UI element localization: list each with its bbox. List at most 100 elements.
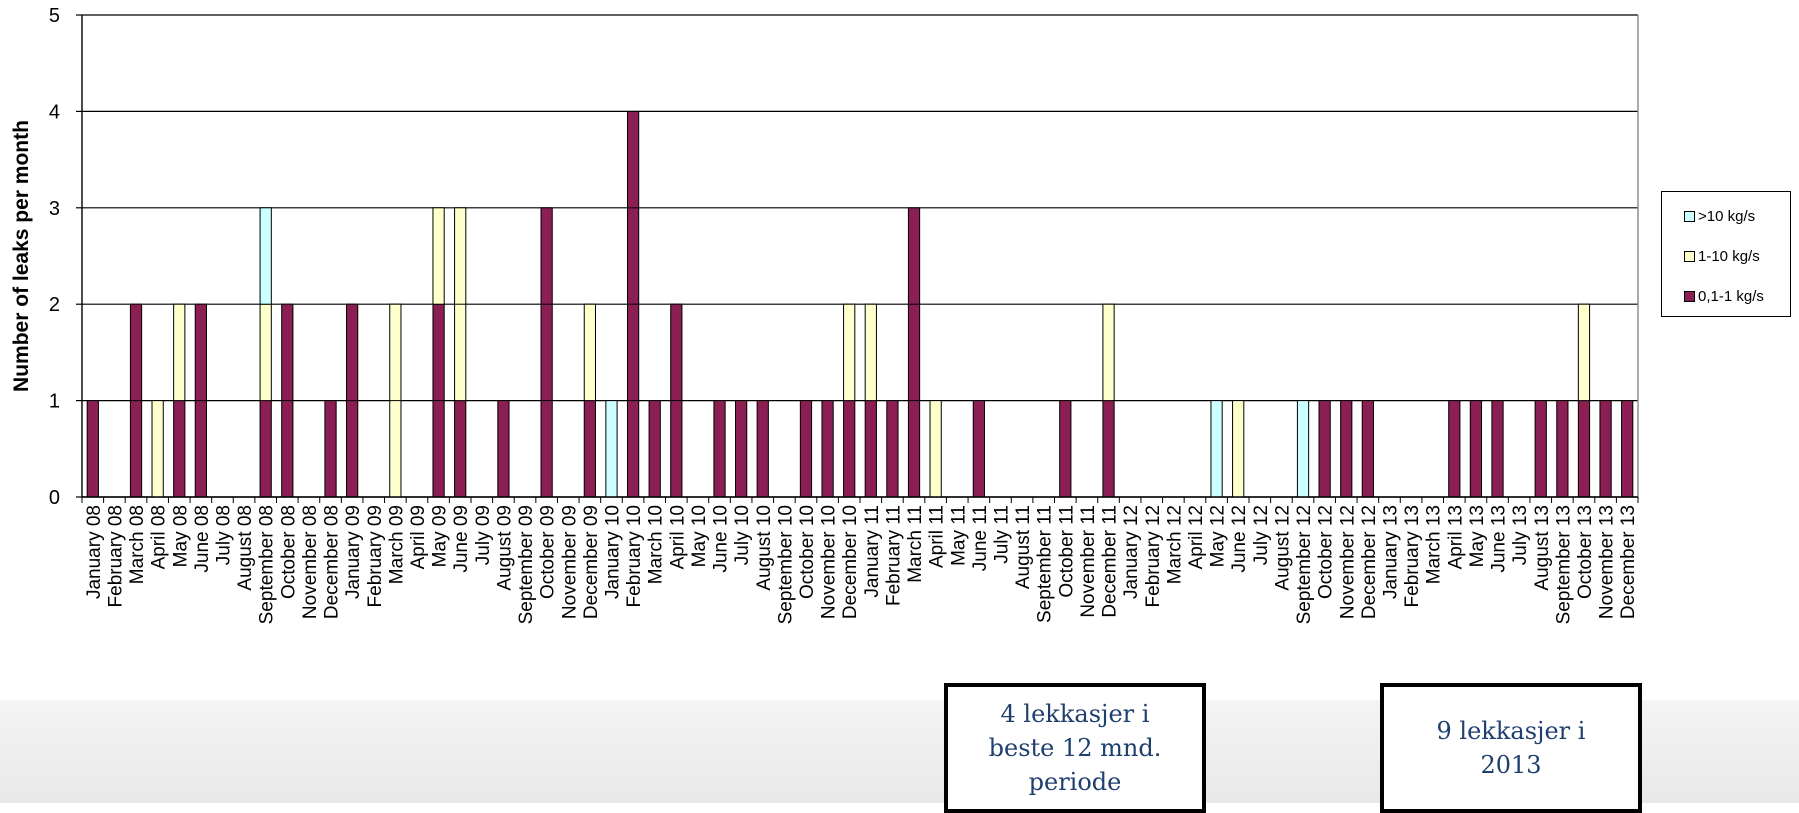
x-tick-label: June 09 bbox=[451, 505, 472, 573]
bar-segment-low bbox=[1059, 400, 1072, 498]
legend-swatch-0-1 bbox=[1684, 290, 1695, 302]
bar-segment-high bbox=[259, 207, 272, 305]
bar-segment-low bbox=[972, 400, 985, 498]
x-tick-label: January 08 bbox=[84, 505, 105, 599]
x-tick-label: May 11 bbox=[948, 505, 969, 566]
x-tick-label: January 13 bbox=[1380, 505, 1401, 599]
x-tick-label: June 11 bbox=[970, 505, 991, 571]
bars bbox=[86, 110, 1634, 498]
bar-segment-low bbox=[843, 400, 856, 498]
callout-2013: 9 lekkasjer i 2013 bbox=[1380, 683, 1642, 813]
x-tick-labels: January 08 February 08 March 08 April 08 May… bbox=[84, 505, 1639, 624]
x-tick-label: December 12 bbox=[1359, 505, 1380, 619]
x-tick-label: February 10 bbox=[624, 505, 645, 607]
x-tick-label: July 13 bbox=[1510, 505, 1531, 565]
x-tick-label: November 10 bbox=[819, 505, 840, 619]
x-tick-label: September 13 bbox=[1553, 505, 1574, 624]
x-tick-label: July 10 bbox=[732, 505, 753, 565]
bar-segment-low bbox=[799, 400, 813, 498]
bar-segment-low bbox=[583, 400, 596, 498]
x-tick-label: November 11 bbox=[1078, 505, 1099, 618]
legend-label-gt10: >10 kg/s bbox=[1698, 207, 1756, 225]
bar-segment-low bbox=[1599, 400, 1612, 498]
x-tick-label: April 12 bbox=[1186, 505, 1207, 569]
x-tick-label: December 11 bbox=[1100, 505, 1121, 618]
bar-segment-high bbox=[1210, 400, 1223, 498]
bar-segment-mid bbox=[151, 400, 164, 498]
bar-segment-low bbox=[1556, 400, 1569, 498]
legend-item-0-1: 0,1-1 kg/s bbox=[1684, 286, 1790, 306]
bar-segment-mid bbox=[864, 303, 877, 402]
x-tick-label: August 12 bbox=[1272, 505, 1293, 591]
y-tick-label: 3 bbox=[49, 198, 60, 220]
x-tick-label: October 08 bbox=[278, 505, 299, 599]
x-tick-label: November 13 bbox=[1597, 505, 1618, 619]
bar-segment-mid bbox=[1232, 400, 1245, 498]
bar-segment-low bbox=[1361, 400, 1374, 498]
x-tick-label: June 12 bbox=[1229, 505, 1250, 573]
bar-segment-low bbox=[886, 400, 899, 498]
x-tick-label: April 09 bbox=[408, 505, 429, 569]
gridlines bbox=[82, 14, 1638, 498]
x-tick-label: July 09 bbox=[473, 505, 494, 565]
x-tick-label: September 09 bbox=[516, 505, 537, 624]
bar-segment-low bbox=[864, 400, 877, 498]
x-tick-label: July 08 bbox=[213, 505, 234, 565]
bar-segment-mid bbox=[432, 207, 445, 305]
bar-segment-low bbox=[259, 400, 272, 498]
y-tick-label: 5 bbox=[49, 5, 60, 27]
bar-segment-low bbox=[540, 207, 553, 498]
legend-swatch-gt10 bbox=[1684, 210, 1695, 222]
x-tick-label: May 08 bbox=[170, 505, 191, 567]
x-tick-label: June 08 bbox=[192, 505, 213, 573]
bar-segment-low bbox=[1340, 400, 1353, 498]
y-tick-label: 2 bbox=[49, 294, 60, 316]
x-tick-label: August 11 bbox=[1013, 505, 1034, 589]
x-tick-label: July 12 bbox=[1251, 505, 1272, 565]
y-axis-label: Number of leaks per month bbox=[10, 120, 33, 392]
bar-segment-mid bbox=[259, 303, 272, 402]
x-tick-label: January 12 bbox=[1121, 505, 1142, 599]
x-tick-label: August 10 bbox=[754, 505, 775, 591]
x-tick-label: September 11 bbox=[1035, 505, 1056, 623]
bar-segment-mid bbox=[1102, 303, 1115, 402]
bar-segment-low bbox=[1469, 400, 1483, 498]
bar-segment-mid bbox=[583, 303, 596, 402]
bar-segment-low bbox=[713, 400, 726, 498]
y-tick-labels: 0 1 2 3 4 5 bbox=[49, 5, 60, 509]
x-tick-label: March 10 bbox=[646, 505, 667, 584]
x-tick-label: March 09 bbox=[386, 505, 407, 584]
bar-segment-low bbox=[756, 400, 769, 498]
x-tick-label: August 09 bbox=[494, 505, 515, 591]
bar-segment-mid bbox=[929, 400, 942, 498]
bar-segment-low bbox=[497, 400, 510, 498]
x-tick-label: March 13 bbox=[1424, 505, 1445, 584]
x-tick-label: April 10 bbox=[667, 505, 688, 569]
y-tick-label: 4 bbox=[49, 101, 60, 123]
callout-2013-text: 9 lekkasjer i 2013 bbox=[1436, 717, 1586, 779]
bar-segment-low bbox=[454, 400, 467, 498]
x-tick-label: October 12 bbox=[1316, 505, 1337, 599]
x-tick-label: March 08 bbox=[127, 505, 148, 584]
bar-segment-low bbox=[1534, 400, 1547, 498]
bar-segment-low bbox=[1448, 400, 1461, 498]
legend-swatch-1-10 bbox=[1684, 250, 1695, 262]
x-tick-label: January 11 bbox=[862, 505, 883, 598]
bar-segment-low bbox=[735, 400, 748, 498]
x-tick-label: October 09 bbox=[538, 505, 559, 599]
x-tick-label: February 13 bbox=[1402, 505, 1423, 607]
x-tick-label: September 10 bbox=[775, 505, 796, 624]
y-tick-label: 1 bbox=[49, 391, 60, 413]
x-tick-label: May 09 bbox=[430, 505, 451, 567]
x-tick-label: November 12 bbox=[1337, 505, 1358, 619]
x-tick-label: October 10 bbox=[797, 505, 818, 599]
legend: >10 kg/s 1-10 kg/s 0,1-1 kg/s bbox=[1661, 191, 1791, 317]
bar-segment-mid bbox=[1577, 303, 1591, 402]
x-tick-label: June 13 bbox=[1489, 505, 1510, 573]
x-tick-label: February 09 bbox=[365, 505, 386, 607]
callout-best-12-months-text: 4 lekkasjer i beste 12 mnd. periode bbox=[988, 700, 1162, 796]
x-tick-label: February 12 bbox=[1143, 505, 1164, 607]
x-tick-label: June 10 bbox=[711, 505, 732, 573]
bar-segment-low bbox=[86, 400, 99, 498]
